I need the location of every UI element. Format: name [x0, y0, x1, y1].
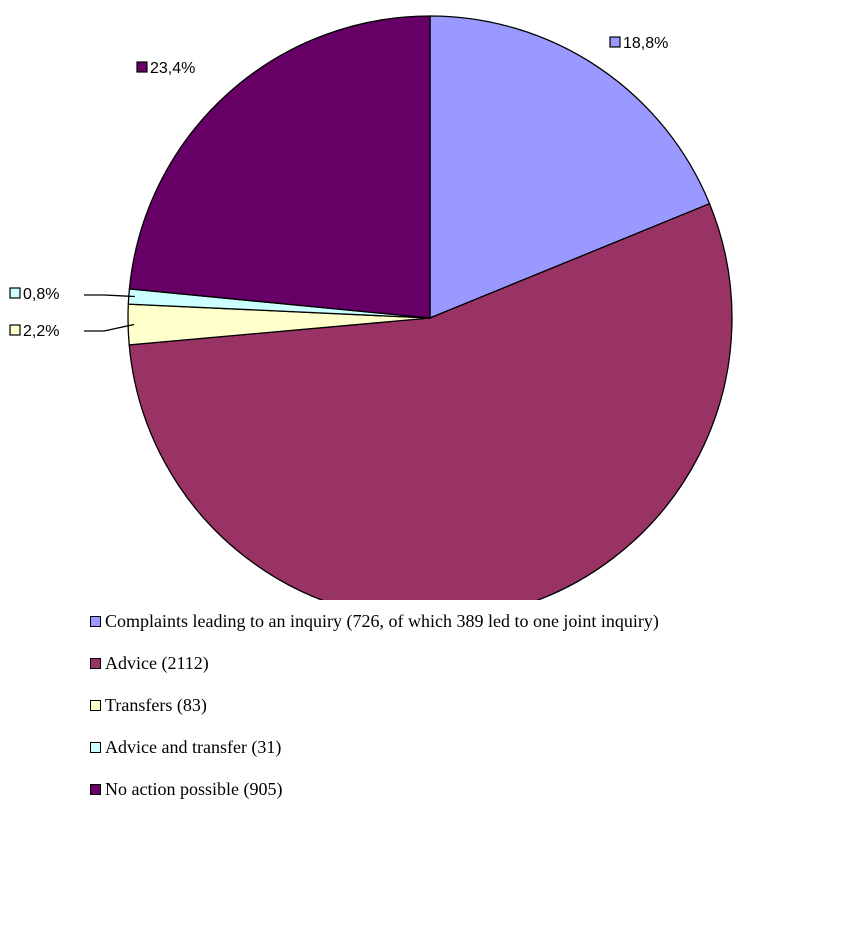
legend-item-transfers: Transfers (83) — [90, 684, 850, 726]
legend: Complaints leading to an inquiry (726, o… — [90, 600, 850, 810]
leader-line-advice-and-transfer — [84, 294, 135, 298]
slice-label-swatch-transfers — [9, 324, 21, 336]
legend-swatch-complaints — [90, 615, 101, 627]
legend-item-advice-and-transfer: Advice and transfer (31) — [90, 726, 850, 768]
legend-label-advice: Advice (2112) — [105, 652, 209, 673]
legend-swatch-advice-and-transfer — [90, 741, 101, 753]
legend-label-advice-and-transfer: Advice and transfer (31) — [105, 736, 282, 757]
legend-item-complaints: Complaints leading to an inquiry (726, o… — [90, 600, 850, 642]
pie-chart: 18,8%54,8%2,2%0,8%23,4% — [9, 15, 733, 600]
slice-label-no-action: 23,4% — [150, 60, 195, 77]
legend-label-no-action: No action possible (905) — [105, 778, 283, 799]
legend-item-advice: Advice (2112) — [90, 642, 850, 684]
slice-label-advice-and-transfer: 0,8% — [23, 286, 59, 303]
slice-labels: 18,8%54,8%2,2%0,8%23,4% — [9, 35, 668, 340]
legend-swatch-no-action — [90, 783, 101, 795]
legend-swatch-advice — [90, 657, 101, 669]
legend-label-complaints: Complaints leading to an inquiry (726, o… — [105, 610, 659, 631]
pie-slices — [127, 15, 733, 600]
legend-item-no-action: No action possible (905) — [90, 768, 850, 810]
legend-label-transfers: Transfers (83) — [105, 694, 207, 715]
slice-label-swatch-advice-and-transfer — [9, 287, 21, 299]
leader-line-transfers — [84, 323, 135, 332]
slice-label-complaints: 18,8% — [623, 35, 668, 52]
pie-slice-advice — [128, 202, 733, 600]
slice-label-transfers: 2,2% — [23, 323, 59, 340]
legend-swatch-transfers — [90, 699, 101, 711]
pie-slice-complaints — [429, 15, 711, 319]
slice-label-swatch-complaints — [609, 36, 621, 48]
slice-label-swatch-no-action — [136, 61, 148, 73]
pie-slice-no-action — [128, 15, 431, 319]
